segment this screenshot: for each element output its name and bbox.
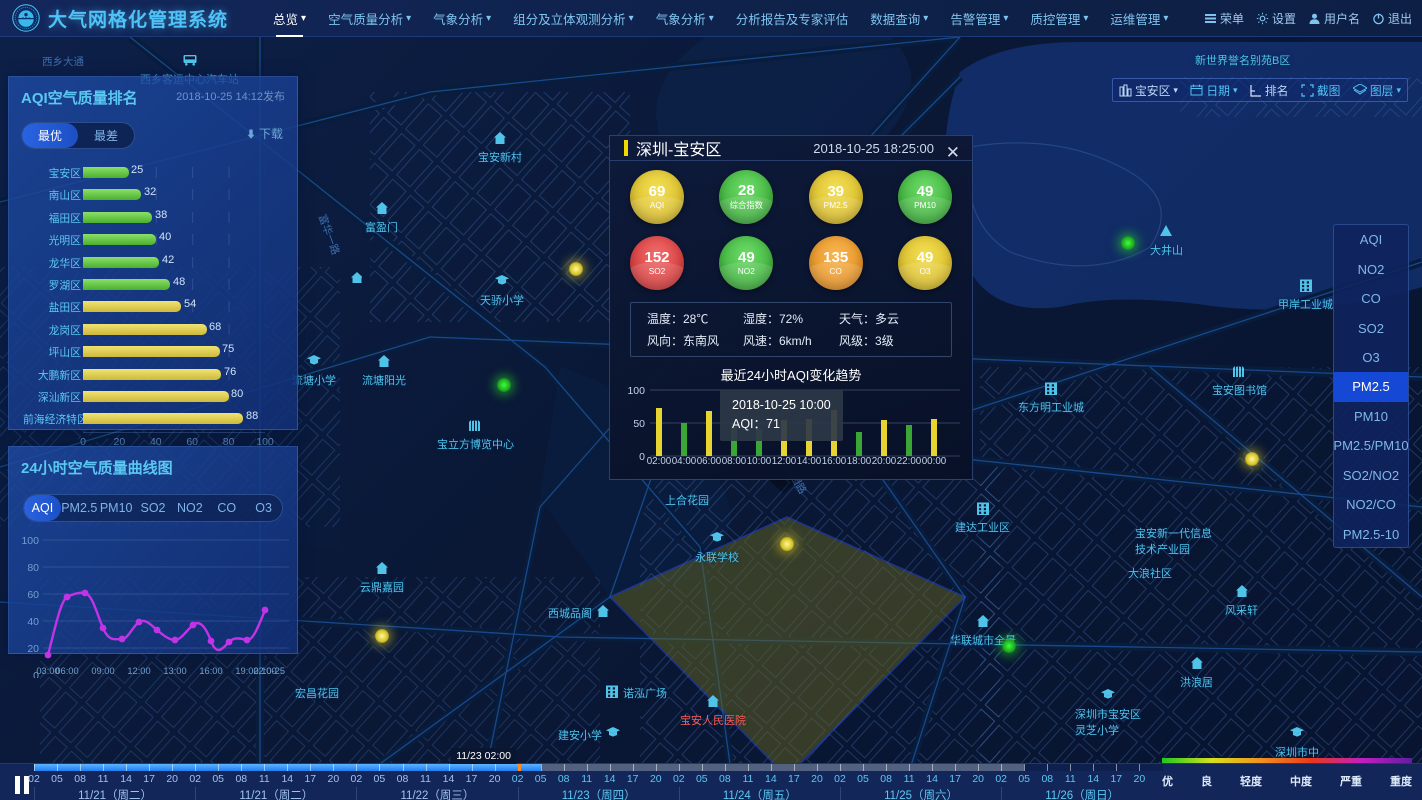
svg-text:16:00: 16:00 (822, 456, 847, 464)
svg-text:06:00: 06:00 (697, 456, 722, 464)
svg-text:20:00: 20:00 (872, 456, 897, 464)
svg-text:60: 60 (27, 589, 39, 601)
svg-text:02:00: 02:00 (647, 456, 672, 464)
svg-text:00:00: 00:00 (922, 456, 947, 464)
svg-text:100: 100 (21, 535, 39, 547)
svg-text:22:00: 22:00 (897, 456, 922, 464)
svg-text:12:00: 12:00 (772, 456, 797, 464)
svg-text:100: 100 (627, 386, 645, 397)
svg-text:09:00: 09:00 (91, 666, 114, 676)
svg-text:13:00: 13:00 (163, 666, 186, 676)
svg-text:40: 40 (27, 616, 39, 628)
svg-text:06:00: 06:00 (55, 666, 78, 676)
svg-text:10:00: 10:00 (747, 456, 772, 464)
svg-text:04:00: 04:00 (672, 456, 697, 464)
svg-text:16:00: 16:00 (199, 666, 222, 676)
svg-text:50: 50 (633, 418, 645, 430)
svg-text:10-25: 10-25 (261, 666, 285, 676)
svg-text:80: 80 (27, 562, 39, 574)
svg-text:08:00: 08:00 (722, 456, 747, 464)
svg-text:14:00: 14:00 (797, 456, 822, 464)
svg-text:12:00: 12:00 (127, 666, 150, 676)
svg-text:0: 0 (639, 451, 645, 463)
svg-text:20: 20 (27, 643, 39, 655)
svg-text:18:00: 18:00 (847, 456, 872, 464)
